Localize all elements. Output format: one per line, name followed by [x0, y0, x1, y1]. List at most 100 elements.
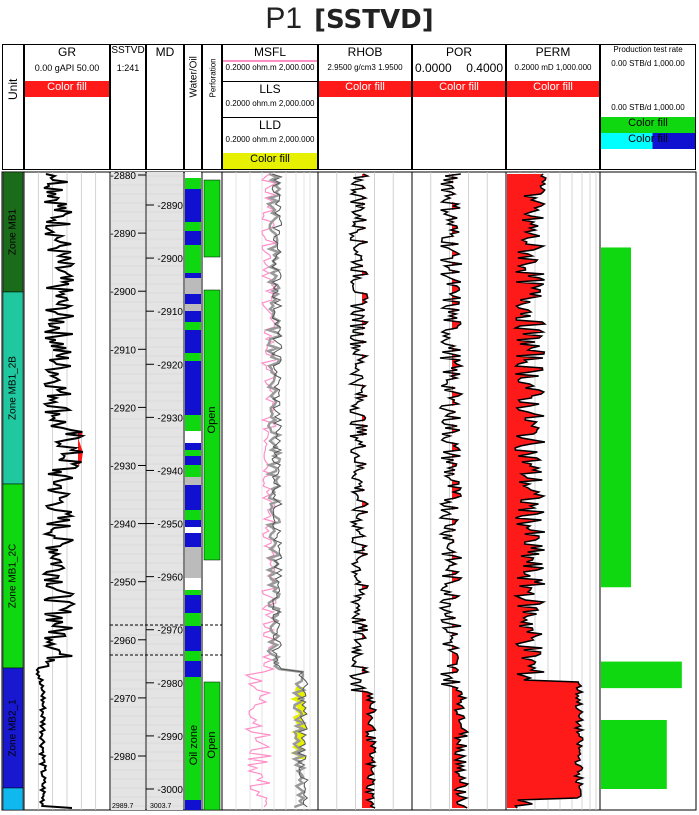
production-rate-bar [601, 247, 631, 588]
wateroil-segment [185, 196, 201, 207]
wateroil-segment [185, 547, 201, 563]
wateroil-segment [185, 178, 201, 189]
zone-label: Zone MB1 [8, 208, 19, 255]
perforation-label: Open [206, 732, 218, 759]
wateroil-segment [185, 189, 201, 196]
md-tick-label: -2990 [157, 732, 183, 743]
wateroil-segment [185, 304, 201, 311]
wateroil-segment [185, 443, 201, 450]
wateroil-segment [185, 716, 201, 724]
wateroil-segment [185, 207, 201, 222]
wateroil-header: Water/Oil [184, 44, 202, 170]
zone-label: Zone MB1_2C [8, 544, 19, 608]
prod-scale2: 0.00 STB/d 1,000.00 [611, 103, 685, 112]
wateroil-segment [185, 661, 201, 677]
wateroil-segment [185, 231, 201, 245]
wateroil-segment [185, 477, 201, 485]
wateroil-segment [185, 651, 201, 661]
wateroil-segment [185, 361, 201, 375]
wateroil-segment [185, 400, 201, 415]
sstvd-tick-label: -2930 [110, 462, 136, 473]
rhob-curve [347, 173, 378, 809]
wateroil-segment [185, 626, 201, 642]
wateroil-segment [185, 384, 201, 400]
resistivity-header: MSFL 0.2000 ohm.m 2,000.000 LLS 0.2000 o… [222, 44, 318, 170]
wateroil-segment [185, 222, 201, 231]
msfl-scale: 0.2000 ohm.m 2,000.000 [225, 63, 315, 72]
wateroil-segment [185, 263, 201, 273]
wateroil-segment [185, 510, 201, 520]
wateroil-segment [185, 777, 201, 782]
lld-color-fill: Color fill [223, 153, 317, 169]
perm-color-fill-area [507, 174, 583, 808]
sstvd-tick-label: -2890 [110, 229, 136, 240]
perforation-interval [203, 289, 221, 561]
gr-header: GR 0.00 gAPI 50.00 Color fill [24, 44, 110, 170]
gr-name: GR [58, 45, 76, 59]
perforation-interval [203, 179, 221, 258]
unit-header: Unit [2, 44, 24, 170]
md-tick-label: -2940 [157, 466, 183, 477]
sstvd-tick-label: -2950 [110, 578, 136, 589]
md-name: MD [155, 45, 175, 59]
wateroil-segment [185, 677, 201, 692]
rhob-color-fill: Color fill [319, 81, 411, 97]
md-bottom-label: 3003.7 [150, 803, 172, 810]
lls-name: LLS [223, 81, 317, 96]
wateroil-segment [185, 257, 201, 263]
rhob-header: RHOB 2.9500 g/cm3 1.9500 Color fill [318, 44, 412, 170]
prod-color-fill-2: Color fill [601, 133, 695, 149]
por-scale-right: 0.4000 [466, 61, 503, 75]
md-tick-label: -2920 [157, 360, 183, 371]
sstvd-tick-label: -2910 [110, 345, 136, 356]
sstvd-tick-label: -2880 [110, 171, 136, 182]
md-tick-label: -2960 [157, 573, 183, 584]
perm-color-fill: Color fill [507, 81, 599, 97]
sstvd-scale: 1:241 [116, 63, 140, 73]
wateroil-segment [185, 375, 201, 384]
perm-header: PERM 0.2000 mD 1,000.000 Color fill [506, 44, 600, 170]
wateroil-segment [185, 604, 201, 613]
sstvd-bottom-label: 2989.7 [112, 803, 134, 810]
wateroil-segment [185, 431, 201, 443]
prod-header: Production test rate 0.00 STB/d 1,000.00… [600, 44, 696, 170]
lld-name: LLD [223, 117, 317, 132]
md-tick-label: -2950 [157, 520, 183, 531]
rhob-name: RHOB [347, 45, 383, 59]
wateroil-segment [185, 533, 201, 547]
wateroil-segment [185, 772, 201, 777]
zone-label: Zone MB2_1 [8, 699, 19, 757]
perforation-interval [203, 681, 221, 811]
wateroil-segment [185, 495, 201, 510]
por-header: POR 0.0000 0.4000 Color fill [412, 44, 506, 170]
sstvd-header: SSTVD 1:241 [110, 44, 146, 170]
wateroil-segment [185, 294, 201, 304]
prod-name: Production test rate [613, 45, 683, 54]
md-tick-label: -2980 [157, 679, 183, 690]
md-tick-label: -2900 [157, 254, 183, 265]
wateroil-segment [185, 613, 201, 626]
log-title: P1 [SSTVD] [0, 2, 699, 36]
wateroil-segment [185, 353, 201, 361]
wateroil-segment [185, 245, 201, 250]
wateroil-segment [185, 456, 201, 465]
wateroil-segment [185, 642, 201, 651]
wateroil-segment [185, 590, 201, 595]
md-tick-label: -2970 [157, 626, 183, 637]
rhob-scale: 2.9500 g/cm3 1.9500 [327, 63, 403, 72]
wateroil-segment [185, 520, 201, 527]
msfl-curve [244, 173, 279, 808]
production-rate-bar [601, 719, 667, 789]
perforation-label: Open [206, 407, 218, 434]
well-name: P1 [265, 2, 303, 35]
wateroil-segment [185, 692, 201, 702]
wateroil-segment [185, 595, 201, 604]
wateroil-segment [185, 782, 201, 796]
production-rate-bar [601, 661, 682, 689]
wateroil-segment [185, 330, 201, 346]
wateroil-segment [185, 800, 201, 810]
gr-color-fill-area [77, 432, 83, 466]
wateroil-segment [185, 422, 201, 431]
md-tick-label: -2910 [157, 307, 183, 318]
